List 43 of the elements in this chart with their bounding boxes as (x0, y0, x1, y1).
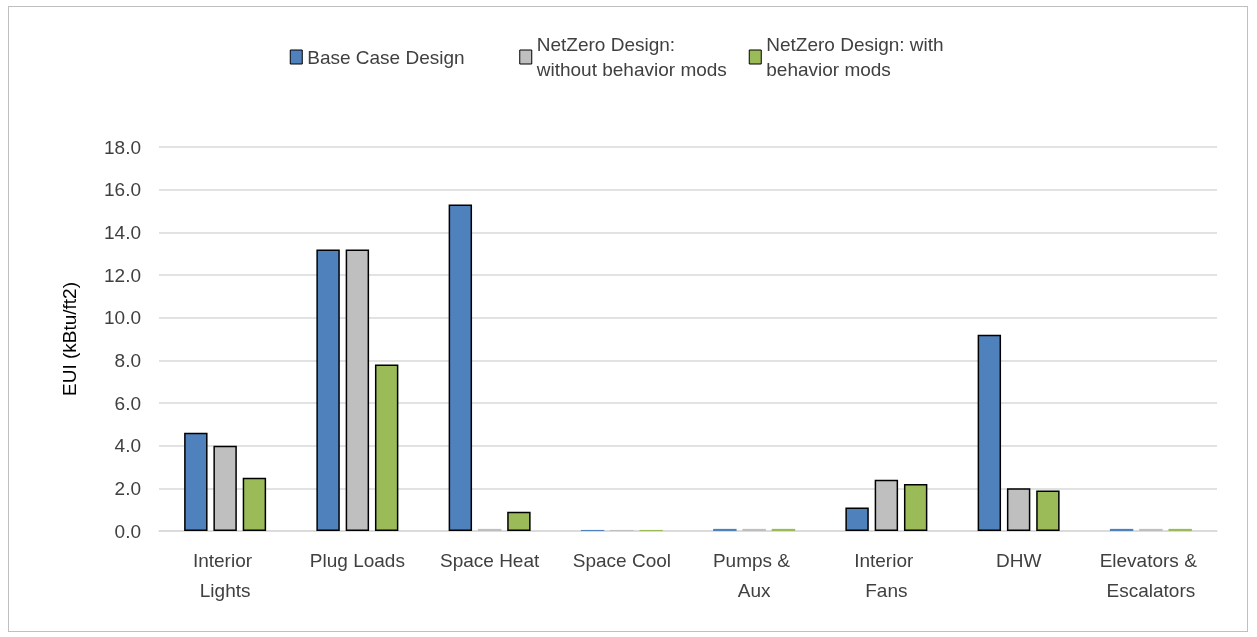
y-tick-label: 12.0 (104, 264, 141, 286)
bar (242, 477, 267, 531)
y-tick-label: 0.0 (114, 520, 141, 542)
bar (477, 528, 502, 531)
y-tick-label: 2.0 (114, 477, 141, 499)
legend-label: NetZero Design: without behavior mods (535, 34, 727, 80)
bar (977, 334, 1002, 531)
x-tick-label: Interior Fans (854, 549, 919, 601)
bar (742, 528, 766, 531)
y-tick-label: 14.0 (104, 221, 141, 243)
x-tick-label: Space Heat (439, 549, 540, 571)
x-tick-label: Space Cool (572, 549, 671, 571)
bar (1109, 528, 1134, 531)
bar (213, 445, 237, 531)
bar (1139, 528, 1163, 531)
y-tick-label: 10.0 (104, 307, 141, 329)
x-tick-label: Plug Loads (309, 549, 405, 571)
bar (345, 249, 370, 531)
x-tick-label: Interior Lights (192, 549, 258, 601)
y-tick-label: 16.0 (104, 179, 141, 201)
bar (1036, 490, 1060, 531)
bar (903, 484, 928, 531)
y-axis-title: EUI (kBtu/ft2) (59, 281, 80, 397)
bar (713, 528, 737, 531)
x-tick-label: Elevators & Escalators (1099, 549, 1203, 601)
bar (184, 432, 208, 531)
bar (771, 528, 796, 531)
x-tick-label: Pumps & Aux (712, 549, 796, 601)
bar (1006, 488, 1031, 531)
y-tick-label: 6.0 (114, 392, 141, 414)
bar (316, 249, 340, 531)
y-tick-label: 4.0 (114, 435, 141, 457)
y-tick-label: 8.0 (114, 349, 141, 371)
bar (1168, 528, 1192, 531)
bar (374, 364, 399, 531)
bar (507, 511, 531, 531)
legend-label: NetZero Design: with behavior mods (766, 34, 949, 80)
bar (874, 479, 899, 531)
legend-label: Base Case Design (307, 46, 465, 68)
y-tick-label: 18.0 (104, 136, 141, 158)
bar (448, 204, 473, 531)
bar (845, 507, 869, 531)
x-tick-label: DHW (995, 549, 1042, 571)
